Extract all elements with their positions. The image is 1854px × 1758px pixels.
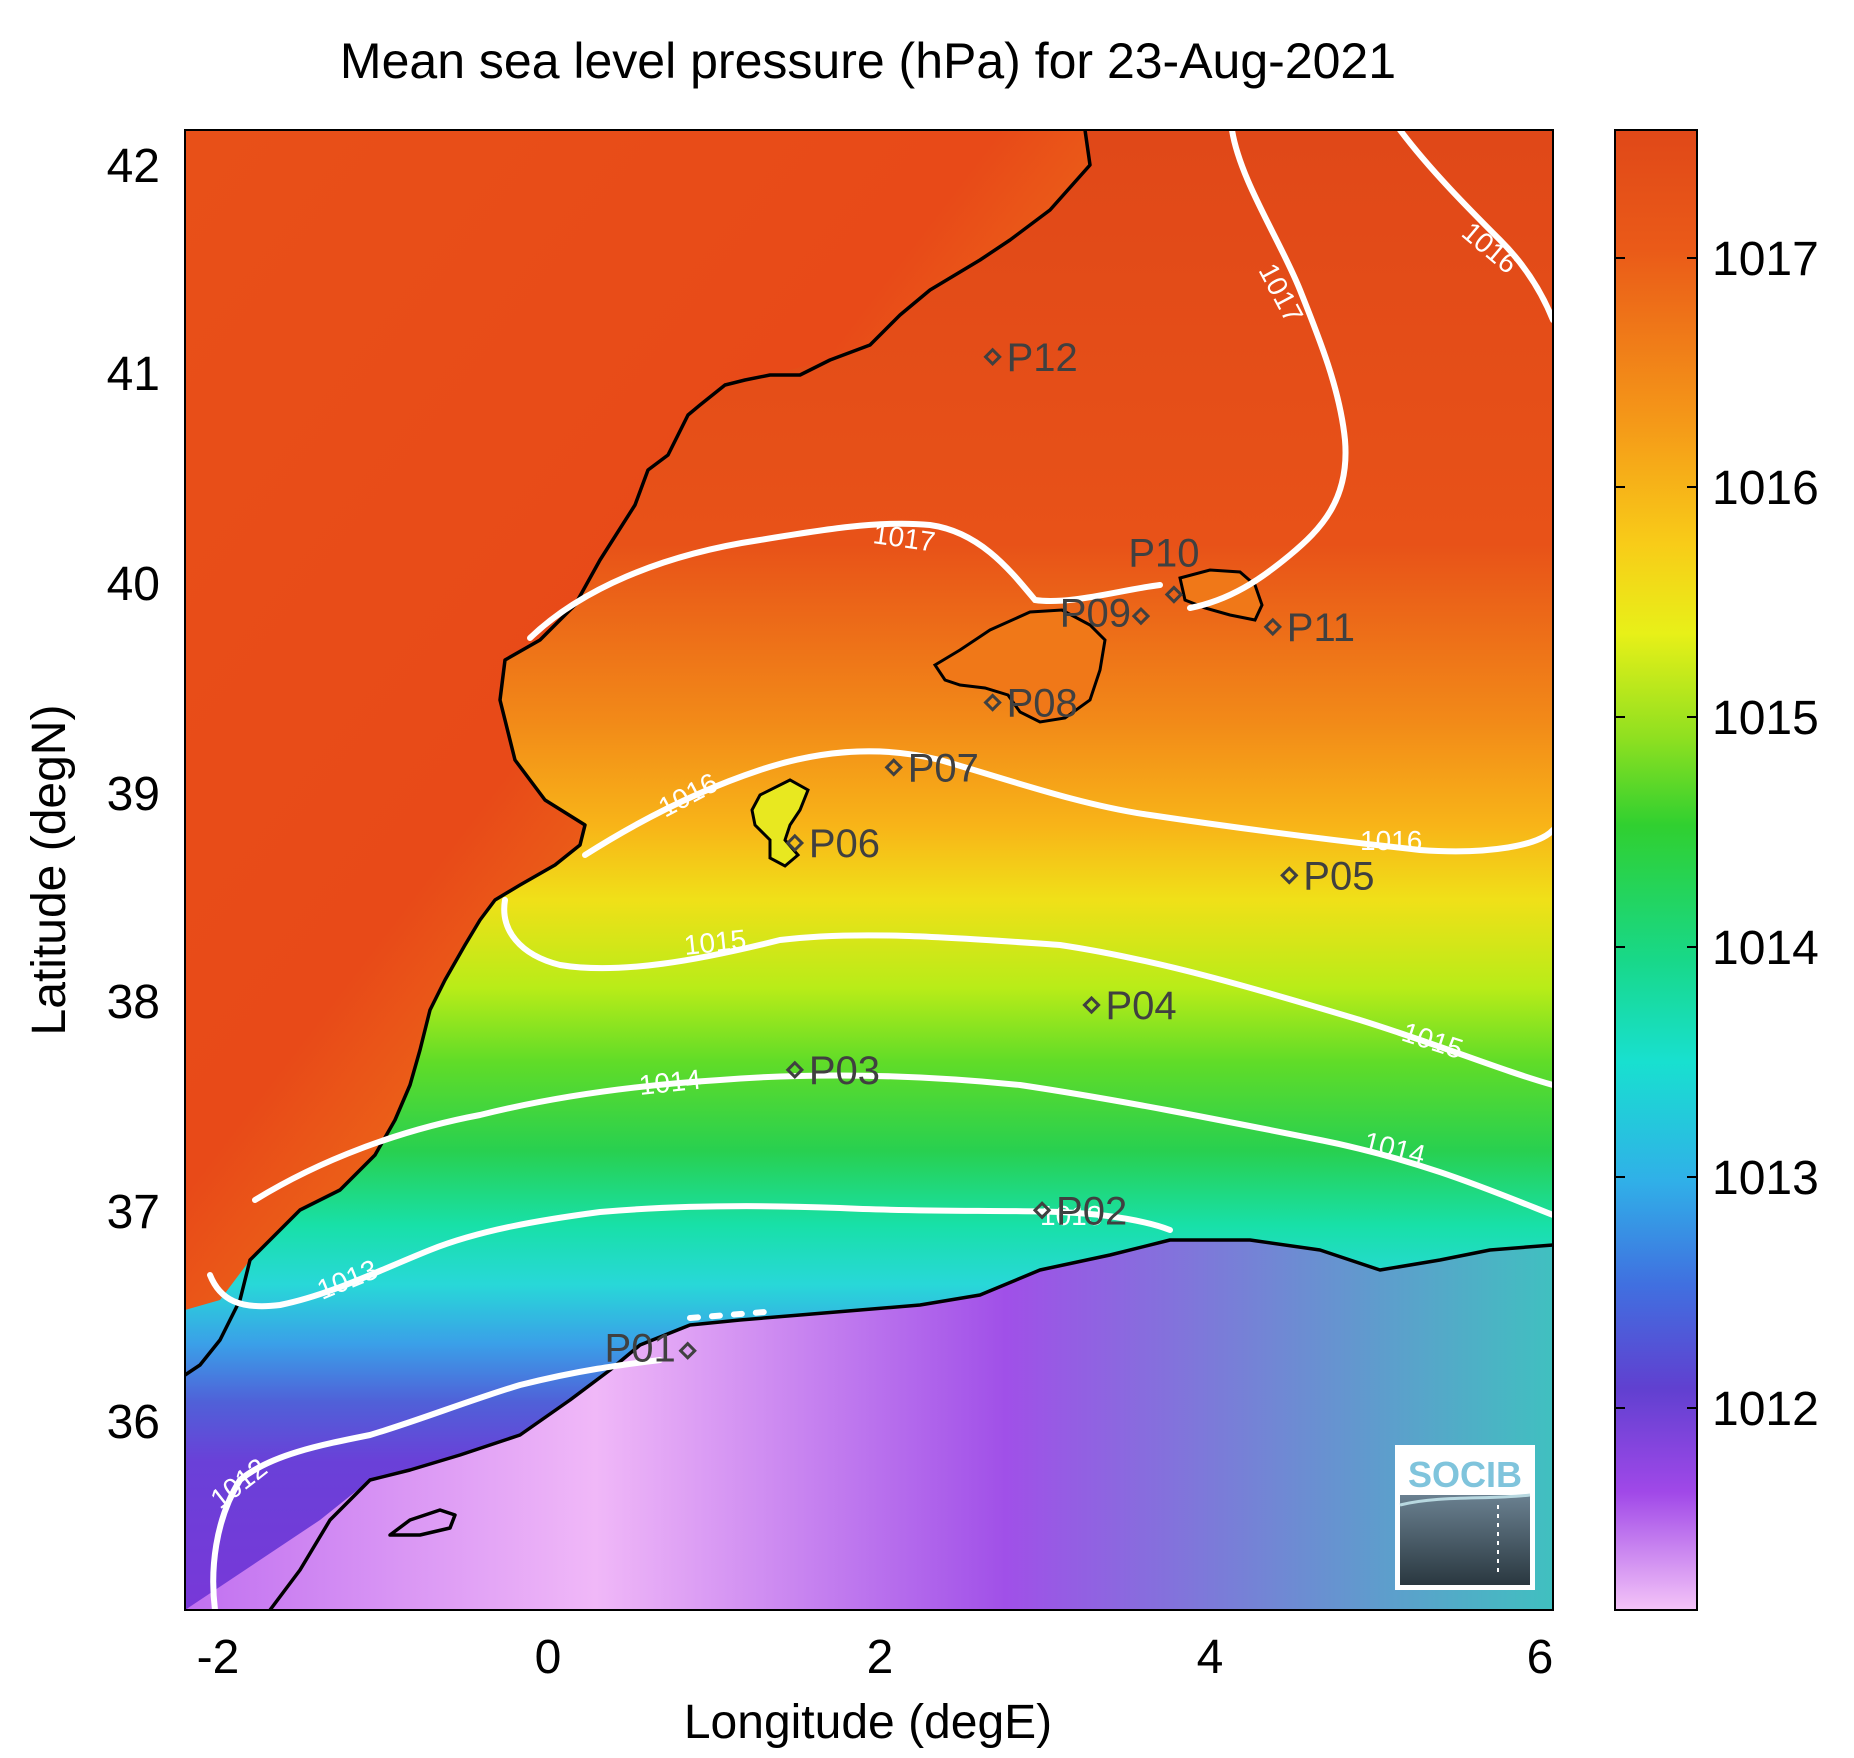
station-marker <box>678 1341 697 1360</box>
station-marker <box>1280 866 1299 885</box>
africa-coastline <box>268 1238 1553 1610</box>
x-tick-label: 0 <box>535 1631 562 1684</box>
station-label: P01 <box>605 1326 676 1370</box>
contour-label: 1013 <box>1040 1200 1102 1231</box>
isobar-1013 <box>207 1203 1173 1310</box>
station-marker <box>785 1060 805 1080</box>
contour-label: 1015 <box>682 924 747 961</box>
isobars <box>207 130 1553 1610</box>
station-marker <box>884 758 903 777</box>
alboran-islet <box>388 1508 457 1537</box>
socib-logo: SOCIB <box>1395 1445 1535 1590</box>
isobar-1012 <box>210 1357 663 1610</box>
station-marker <box>1164 585 1184 604</box>
x-tick-label: 4 <box>1197 1631 1224 1684</box>
station-label: P05 <box>1303 854 1374 898</box>
x-axis-label: Longitude (degE) <box>684 1696 1052 1749</box>
station-label: P08 <box>1007 682 1078 726</box>
isobar-1016-main <box>582 748 1553 858</box>
station-marker <box>1032 1201 1052 1220</box>
station-marker <box>983 347 1002 367</box>
x-tick-label: 2 <box>867 1631 894 1684</box>
colorbar-tick-label: 1012 <box>1712 1383 1819 1436</box>
x-tick-label: 6 <box>1527 1631 1554 1684</box>
station-marker <box>983 693 1002 712</box>
colorbar-tick-label: 1014 <box>1712 922 1819 975</box>
coastlines <box>185 130 1553 1610</box>
isobar-1015 <box>501 897 1553 1088</box>
plot-frame <box>184 129 1554 1611</box>
station-label: P04 <box>1106 984 1177 1028</box>
station-marker <box>1082 995 1101 1015</box>
station-label: P07 <box>908 746 979 790</box>
station-label: P09 <box>1060 592 1131 636</box>
colorbar-ticks <box>1615 257 1697 1409</box>
contour-label: 1016 <box>1360 825 1422 856</box>
station-marker <box>1131 606 1151 626</box>
isobar-1016-east <box>1397 130 1553 323</box>
ibiza-island <box>750 778 810 868</box>
contour-label: 1014 <box>637 1064 702 1101</box>
station-label: P10 <box>1128 532 1199 576</box>
stations: P01 P02 P03 P04 P05 P06 P07 P08 P09 P10 P11 P12 <box>605 336 1375 1370</box>
y-tick-label: 40 <box>107 558 160 611</box>
logo-text: SOCIB <box>1408 1454 1522 1495</box>
chart-title: Mean sea level pressure (hPa) for 23-Aug… <box>340 33 1396 89</box>
station-label: P06 <box>809 822 880 866</box>
station-marker <box>1263 617 1282 637</box>
colorbar-tick-label: 1016 <box>1712 462 1819 515</box>
isobar-1014 <box>252 1072 1553 1218</box>
y-axis: 42 41 40 39 38 37 36 Latitude (degN) <box>23 140 160 1449</box>
y-tick-label: 42 <box>107 140 160 193</box>
y-tick-label: 37 <box>107 1186 160 1239</box>
station-marker <box>785 833 805 853</box>
africa-land <box>185 1240 1553 1610</box>
y-tick-label: 39 <box>107 768 160 821</box>
y-tick-label: 36 <box>107 1396 160 1449</box>
colorbar: 1017 1016 1015 1014 1013 1012 <box>1614 129 1819 1611</box>
x-axis: -2 0 2 4 6 Longitude (degE) <box>197 1631 1554 1749</box>
x-tick-label: -2 <box>197 1631 240 1684</box>
colorbar-tick-label: 1013 <box>1712 1152 1819 1205</box>
station-label: P03 <box>809 1049 880 1093</box>
iberia-coastline <box>185 130 1092 1377</box>
station-label: P02 <box>1056 1189 1127 1233</box>
y-tick-label: 41 <box>107 348 160 401</box>
logo-image <box>1400 1495 1530 1585</box>
colorbar-tick-label: 1015 <box>1712 692 1819 745</box>
isobar-1017-north <box>1187 130 1349 611</box>
colorbar-gradient <box>1614 129 1698 1611</box>
y-tick-label: 38 <box>107 976 160 1029</box>
iberia-land <box>185 130 1090 1310</box>
mallorca-island <box>932 608 1107 724</box>
y-axis-label: Latitude (degN) <box>23 705 76 1036</box>
station-label: P12 <box>1007 336 1078 380</box>
map-plot-area: 1017 1017 1016 1016 1016 1015 1015 1014 … <box>185 130 1553 1610</box>
colorbar-tick-label: 1017 <box>1712 233 1819 286</box>
isobar-1017-central <box>527 520 1163 641</box>
station-label: P11 <box>1287 606 1355 650</box>
logo-wave <box>1399 1493 1531 1507</box>
